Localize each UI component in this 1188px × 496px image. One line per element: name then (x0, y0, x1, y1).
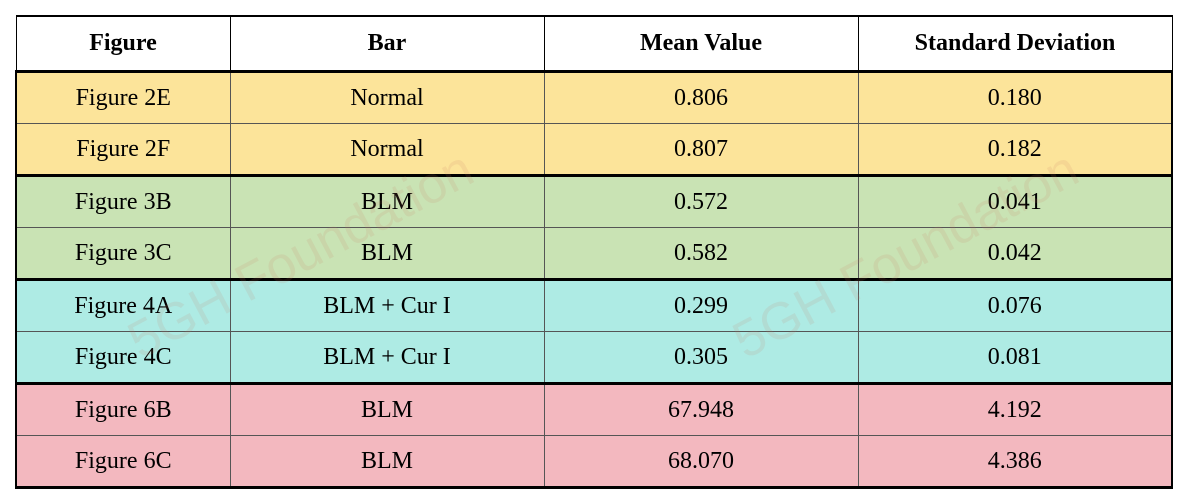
cell-sd: 4.192 (857, 382, 1173, 436)
cell-figure: Figure 4A (15, 278, 231, 332)
cell-mean: 0.806 (543, 70, 859, 124)
cell-mean: 68.070 (543, 435, 859, 489)
cell-bar: BLM (229, 435, 545, 489)
cell-bar: Normal (229, 70, 545, 124)
table-row: Figure 4A BLM + Cur I 0.299 0.076 (15, 278, 1173, 332)
cell-figure: Figure 2F (15, 123, 231, 176)
cell-figure: Figure 2E (15, 70, 231, 124)
cell-figure: Figure 4C (15, 331, 231, 384)
cell-mean: 0.572 (543, 174, 859, 228)
cell-figure: Figure 6C (15, 435, 231, 489)
cell-mean: 0.299 (543, 278, 859, 332)
table-row: Figure 6C BLM 68.070 4.386 (15, 435, 1173, 489)
table-row: Figure 3B BLM 0.572 0.041 (15, 174, 1173, 228)
header-standard-deviation: Standard Deviation (857, 16, 1173, 72)
cell-mean: 0.582 (543, 227, 859, 280)
cell-figure: Figure 3B (15, 174, 231, 228)
cell-figure: Figure 3C (15, 227, 231, 280)
header-mean-value: Mean Value (543, 16, 859, 72)
table-row: Figure 2F Normal 0.807 0.182 (15, 123, 1173, 176)
cell-bar: BLM (229, 382, 545, 436)
cell-bar: BLM (229, 227, 545, 280)
table-row: Figure 6B BLM 67.948 4.192 (15, 382, 1173, 436)
header-row: Figure Bar Mean Value Standard Deviation (15, 16, 1173, 72)
cell-sd: 0.182 (857, 123, 1173, 176)
cell-bar: BLM + Cur I (229, 331, 545, 384)
table-row: Figure 4C BLM + Cur I 0.305 0.081 (15, 331, 1173, 384)
cell-figure: Figure 6B (15, 382, 231, 436)
cell-sd: 4.386 (857, 435, 1173, 489)
cell-sd: 0.076 (857, 278, 1173, 332)
table-row: Figure 2E Normal 0.806 0.180 (15, 70, 1173, 124)
cell-bar: BLM (229, 174, 545, 228)
cell-bar: BLM + Cur I (229, 278, 545, 332)
data-table-container: Figure Bar Mean Value Standard Deviation… (15, 15, 1173, 489)
data-table: Figure Bar Mean Value Standard Deviation… (15, 15, 1173, 489)
header-bar: Bar (229, 16, 545, 72)
cell-bar: Normal (229, 123, 545, 176)
cell-sd: 0.180 (857, 70, 1173, 124)
cell-sd: 0.042 (857, 227, 1173, 280)
cell-sd: 0.041 (857, 174, 1173, 228)
cell-mean: 0.305 (543, 331, 859, 384)
cell-mean: 67.948 (543, 382, 859, 436)
cell-sd: 0.081 (857, 331, 1173, 384)
header-figure: Figure (15, 16, 231, 72)
cell-mean: 0.807 (543, 123, 859, 176)
table-row: Figure 3C BLM 0.582 0.042 (15, 227, 1173, 280)
